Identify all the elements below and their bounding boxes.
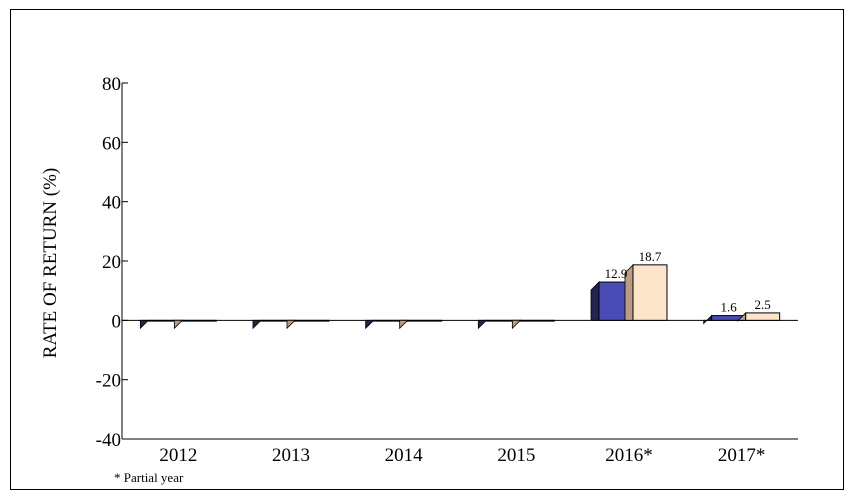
bar-side: [511, 319, 522, 330]
y-tick-label: 0: [112, 311, 122, 332]
bar-value-label: 1.6: [721, 300, 738, 315]
y-tick-label: 60: [102, 133, 121, 154]
x-tick-label: 2013: [272, 445, 310, 466]
bar-side: [590, 281, 600, 321]
bar: [407, 319, 443, 322]
chart-labels: 2012 2013 2014 2015 2016* 12.9 18.7 2017* 1.6 2.5: [159, 249, 770, 466]
bar: [632, 264, 668, 321]
bar-side: [173, 319, 184, 330]
x-tick-label: 2014: [385, 445, 424, 466]
y-tick-label: -40: [96, 430, 121, 451]
x-tick-label: 2012: [159, 445, 197, 466]
y-tick-label: 80: [102, 74, 121, 95]
y-tick-label: 40: [102, 193, 121, 214]
bar-side: [286, 319, 296, 330]
bar-value-label: 18.7: [639, 249, 662, 264]
bar-value-label: 12.9: [605, 266, 628, 281]
bar: [519, 319, 555, 322]
bar-side: [703, 314, 713, 325]
partial-year-note: * Partial year: [114, 470, 184, 485]
chart-frame: [10, 9, 844, 490]
bar: [181, 319, 217, 322]
chart-axes: 80 60 40 20 0 -20 -40: [96, 74, 798, 451]
bar: [745, 312, 781, 321]
bar-side: [252, 319, 262, 330]
bar: [294, 319, 330, 322]
bar-side: [139, 319, 150, 330]
bar-side: [399, 319, 409, 330]
x-tick-label: 2017*: [718, 445, 766, 466]
y-tick-label: 20: [102, 252, 121, 273]
x-tick-label: 2015: [497, 445, 535, 466]
bar-side: [477, 319, 488, 330]
bar-side: [365, 319, 375, 330]
chart-bars: [139, 263, 781, 330]
x-tick-label: 2016*: [605, 445, 653, 466]
bar-value-label: 2.5: [755, 297, 771, 312]
y-tick-label: -20: [96, 371, 121, 392]
y-axis-label: RATE OF RETURN (%): [40, 168, 61, 359]
